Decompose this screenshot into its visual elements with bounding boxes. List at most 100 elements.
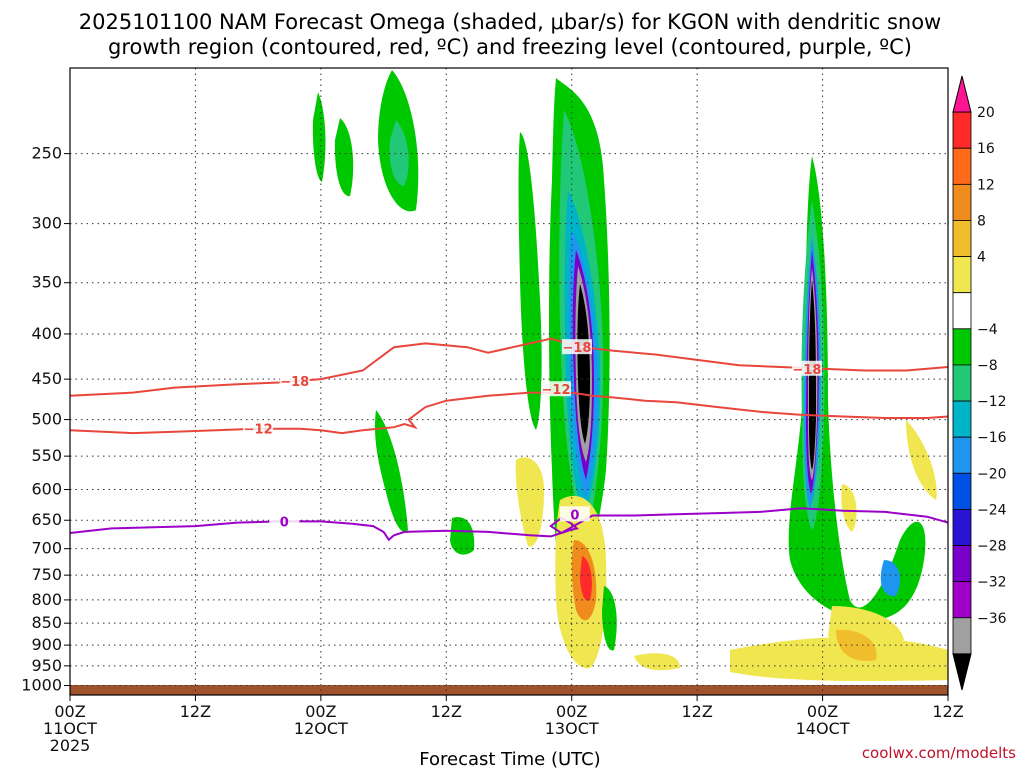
y-tick-label: 250 [31, 144, 62, 163]
colorbar-swatch [952, 364, 972, 402]
contour-label-bg [541, 381, 572, 397]
x-tick-label: 12Z [431, 702, 462, 721]
omega-yellow-cell [515, 457, 544, 547]
pressure-axis: 250 300 350 400 450 500 550 600 650 700 750 800 850 9… [21, 144, 70, 695]
contour-label: −12 [244, 423, 273, 438]
x-tick-label: 13OCT [545, 719, 599, 738]
colorbar-swatch [952, 472, 972, 510]
colorbar-label: 4 [977, 250, 986, 266]
colorbar-label: −28 [977, 539, 1007, 555]
x-tick-label: 12OCT [294, 719, 348, 738]
x-tick-label: 00Z [305, 702, 336, 721]
x-tick-label: 14OCT [796, 719, 850, 738]
colorbar-label: 12 [977, 177, 995, 193]
gridlines [69, 68, 949, 695]
x-tick-label: 12Z [681, 702, 712, 721]
colorbar-swatch [952, 220, 972, 257]
colorbar-swatch [952, 292, 972, 330]
colorbar-label: −4 [977, 322, 998, 338]
colorbar-label: 8 [977, 213, 986, 229]
temperature-contours: −18 −18 −18 −12 −12 0 0 [69, 337, 949, 542]
omega-green-cell [334, 118, 354, 197]
contour-label: −12 [542, 383, 571, 398]
credit-link[interactable]: coolwx.com/modelts [862, 744, 1016, 762]
colorbar-label: −20 [977, 466, 1007, 482]
contour-label: −18 [792, 363, 821, 378]
omega-red-core [580, 556, 592, 601]
x-tick-label: 2025 [50, 736, 91, 755]
colorbar-swatch [952, 147, 972, 185]
contour-label-bg [269, 513, 300, 529]
y-tick-label: 400 [31, 324, 62, 343]
contour-dendritic-lower [69, 391, 949, 435]
omega-yellow-cell [730, 637, 948, 682]
contour-freezing-level [69, 507, 949, 542]
y-tick-label: 600 [31, 480, 62, 499]
y-tick-label: 750 [31, 565, 62, 584]
contour-label-bg [279, 372, 310, 388]
chart-title-line2: growth region (contoured, red, ºC) and f… [108, 35, 912, 59]
y-tick-label: 1000 [21, 676, 62, 695]
colorbar-swatch [952, 436, 972, 474]
y-tick-label: 350 [31, 273, 62, 292]
ground-surface [70, 685, 948, 695]
colorbar-label: −32 [977, 575, 1007, 591]
y-tick-label: 850 [31, 613, 62, 632]
omega-yellow-cell [634, 653, 680, 671]
contour-label: −18 [280, 375, 309, 390]
omega-black-core [577, 284, 590, 444]
omega-teal-core [389, 120, 409, 186]
colorbar-label: −36 [977, 611, 1007, 627]
x-tick-label: 00Z [807, 702, 838, 721]
contour-label: 0 [570, 508, 579, 523]
x-tick-label: 11OCT [43, 719, 97, 738]
omega-yellow-cell [841, 484, 857, 532]
colorbar-swatch [952, 581, 972, 619]
y-tick-label: 800 [31, 590, 62, 609]
y-tick-label: 650 [31, 510, 62, 529]
omega-green-column [518, 132, 542, 430]
contour-label: −18 [562, 341, 591, 356]
colorbar-swatch [952, 509, 972, 546]
omega-green-cell [602, 586, 617, 651]
colorbar-label: −24 [977, 502, 1007, 518]
omega-green-cell [374, 410, 408, 533]
chart-title-line1: 2025101100 NAM Forecast Omega (shaded, μ… [79, 10, 941, 34]
colorbar-label: 16 [977, 141, 995, 157]
colorbar-label: −8 [977, 358, 998, 374]
colorbar-label: −16 [977, 430, 1007, 446]
y-tick-label: 900 [31, 635, 62, 654]
colorbar-swatch [952, 256, 972, 294]
omega-shading [312, 70, 948, 682]
y-tick-label: 700 [31, 539, 62, 558]
omega-green-cell [450, 517, 475, 555]
y-tick-label: 550 [31, 446, 62, 465]
x-tick-label: 12Z [180, 702, 211, 721]
x-tick-label: 12Z [932, 702, 963, 721]
colorbar-swatch [952, 183, 972, 221]
plot-area: −18 −18 −18 −12 −12 0 0 [69, 67, 949, 696]
x-axis-label: Forecast Time (UTC) [419, 749, 600, 768]
contour-label-bg [791, 360, 822, 376]
y-tick-label: 450 [31, 369, 62, 388]
x-tick-label: 00Z [556, 702, 587, 721]
colorbar-swatch [952, 400, 972, 438]
contour-label: 0 [280, 515, 289, 530]
colorbar-label: −12 [977, 394, 1007, 410]
colorbar-swatch [952, 328, 972, 366]
colorbar-swatch [952, 545, 972, 583]
omega-orange-cell [836, 629, 877, 661]
contour-label-bg [243, 420, 274, 436]
x-tick-label: 00Z [54, 702, 85, 721]
colorbar-label: 20 [977, 105, 995, 121]
colorbar-swatch [952, 617, 972, 655]
colorbar-swatch [952, 111, 972, 149]
contour-label-bg [559, 506, 590, 522]
y-tick-label: 300 [31, 214, 62, 233]
plot-frame [69, 67, 949, 696]
colorbar-swatch [952, 75, 972, 113]
omega-colorbar: 20 16 12 8 4 −4 −8 −12 −16 −20 −24 −28 −32 −36 [952, 75, 1007, 691]
contour-label-bg [561, 339, 592, 355]
omega-blue-cell [880, 560, 900, 597]
